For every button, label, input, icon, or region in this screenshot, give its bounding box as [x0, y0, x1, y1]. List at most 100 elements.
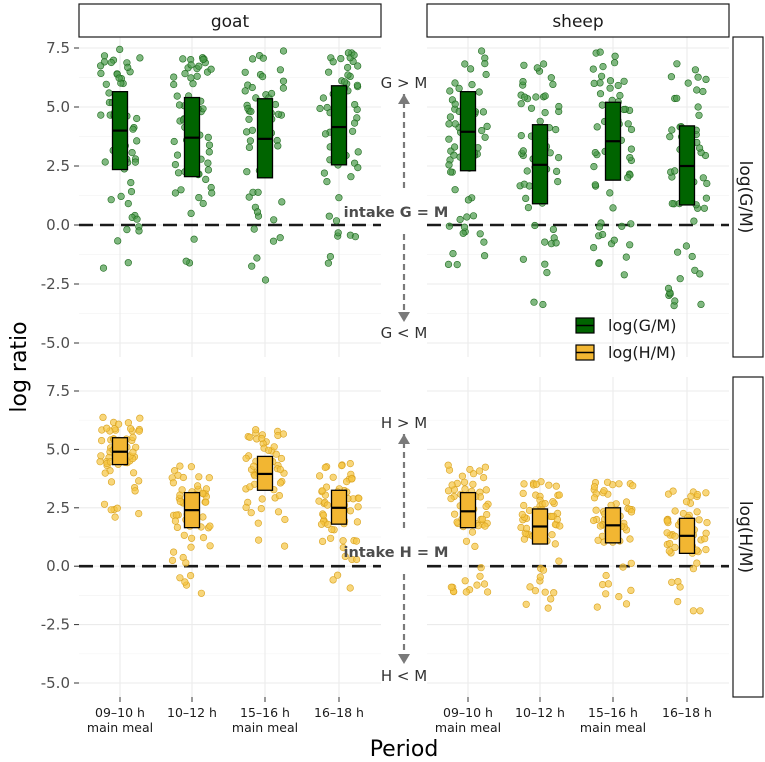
- data-point: [115, 74, 123, 82]
- data-point: [615, 592, 623, 601]
- data-point: [525, 506, 534, 515]
- data-point: [541, 238, 549, 246]
- data-point: [691, 266, 699, 274]
- data-point: [254, 519, 262, 527]
- data-point: [668, 578, 676, 586]
- data-point: [694, 73, 702, 81]
- data-point: [541, 500, 549, 508]
- data-point: [246, 433, 254, 441]
- data-point: [253, 254, 261, 262]
- data-point: [179, 473, 187, 482]
- data-point: [595, 259, 603, 268]
- data-point: [276, 479, 285, 487]
- data-point: [354, 164, 362, 172]
- data-point: [182, 559, 190, 567]
- data-point: [702, 545, 710, 554]
- data-point: [195, 194, 203, 202]
- data-point: [446, 87, 454, 95]
- data-point: [627, 586, 635, 595]
- data-point: [195, 62, 203, 70]
- data-point: [703, 518, 711, 527]
- data-point: [129, 448, 137, 456]
- data-point: [666, 133, 674, 141]
- data-point: [444, 461, 452, 469]
- data-point: [335, 194, 343, 202]
- data-point: [350, 51, 358, 59]
- data-point: [602, 590, 610, 598]
- data-point: [124, 63, 132, 71]
- data-point: [626, 154, 634, 162]
- data-point: [206, 542, 214, 550]
- data-point: [594, 536, 602, 544]
- data-point: [556, 522, 564, 530]
- reference-lines: [79, 223, 729, 568]
- data-point: [175, 101, 184, 109]
- data-point: [624, 120, 632, 128]
- data-point: [127, 179, 135, 187]
- data-point: [107, 58, 115, 67]
- data-point: [96, 62, 105, 70]
- data-point: [671, 297, 679, 305]
- data-point: [591, 181, 599, 189]
- data-point: [469, 470, 478, 478]
- data-point: [271, 100, 280, 109]
- data-point: [131, 487, 139, 495]
- data-point: [671, 543, 679, 552]
- data-point: [268, 89, 276, 98]
- data-point: [684, 79, 692, 87]
- legend-label-H: log(H/M): [608, 343, 676, 362]
- data-point: [539, 60, 548, 68]
- data-point: [346, 584, 354, 592]
- data-point: [317, 520, 326, 528]
- data-point: [257, 505, 265, 513]
- data-point: [242, 503, 250, 512]
- data-point: [676, 275, 684, 283]
- data-point: [349, 127, 357, 135]
- data-point: [475, 467, 484, 475]
- data-point: [682, 242, 691, 250]
- data-point: [178, 486, 186, 494]
- y-axis-title: log ratio: [7, 321, 32, 412]
- data-point: [329, 576, 337, 584]
- data-point: [519, 255, 528, 263]
- axis-ticks: -5.0 -2.5 0.0 2.5 5.0 7.5 -5.0 -2.5 0.0 2.5 5.0 7.5…: [41, 39, 712, 735]
- data-point: [693, 86, 701, 94]
- data-point: [187, 543, 195, 551]
- data-point: [116, 45, 124, 54]
- data-point: [327, 534, 335, 542]
- data-point: [618, 222, 626, 230]
- data-point: [690, 217, 698, 225]
- data-point: [248, 126, 256, 134]
- data-point: [329, 473, 337, 481]
- data-point: [207, 65, 215, 73]
- data-point: [549, 80, 557, 88]
- data-point: [344, 63, 352, 72]
- data-point: [341, 552, 349, 561]
- data-point: [695, 111, 703, 119]
- data-point: [610, 59, 619, 67]
- data-point: [326, 253, 335, 261]
- data-point: [598, 230, 607, 239]
- data-point: [622, 600, 631, 608]
- data-point: [347, 173, 355, 181]
- data-point: [593, 603, 601, 611]
- data-point: [208, 189, 216, 197]
- data-point: [204, 133, 212, 141]
- data-point: [449, 250, 457, 258]
- y-tick-label: -2.5: [41, 616, 70, 634]
- data-point: [691, 66, 700, 74]
- data-point: [451, 100, 459, 108]
- data-point: [446, 113, 455, 121]
- data-point: [461, 577, 469, 585]
- data-point: [524, 204, 533, 212]
- data-point: [187, 74, 195, 82]
- data-point: [319, 94, 328, 102]
- data-point: [552, 239, 560, 247]
- data-point: [598, 101, 606, 109]
- data-point: [276, 66, 285, 74]
- data-point: [281, 515, 289, 524]
- data-point: [245, 143, 253, 151]
- data-point: [270, 443, 278, 451]
- data-point: [603, 478, 612, 486]
- data-point: [619, 563, 627, 571]
